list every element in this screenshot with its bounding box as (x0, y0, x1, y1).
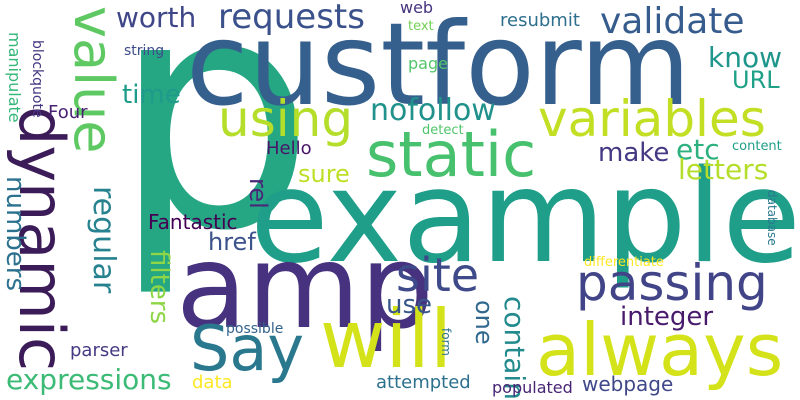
word-worth: worth (116, 1, 197, 34)
word-requests: requests (218, 0, 365, 37)
word-say: Say (190, 312, 305, 385)
word-data: data (192, 372, 233, 393)
word-passing: passing (576, 254, 768, 312)
word-make: make (598, 138, 670, 168)
word-page: page (408, 54, 448, 73)
word-numbers: numbers (0, 176, 30, 292)
word-variables: variables (538, 90, 766, 148)
word-web: web (400, 0, 434, 17)
word-webpage: webpage (582, 372, 674, 396)
word-dynamic: dynamic (5, 106, 78, 372)
word-integer: integer (620, 302, 714, 332)
word-expressions: expressions (6, 363, 172, 396)
word-blockquote: blockquote (29, 40, 45, 118)
word-time: time (122, 80, 181, 110)
word-database: database (765, 190, 779, 246)
word-possible: possible (226, 321, 284, 337)
word-parser: parser (70, 340, 128, 361)
word-filters: filters (144, 250, 174, 325)
word-nofollow: nofollow (370, 93, 496, 128)
word-url: URL (732, 66, 780, 94)
word-content: content (732, 139, 782, 154)
word-letters: letters (678, 153, 769, 186)
word-regular: regular (86, 186, 121, 294)
word-etc: etc (676, 133, 720, 166)
word-custform: custform (186, 0, 691, 131)
word-amp: amp (176, 220, 434, 355)
word-manipulate: manipulate (5, 32, 24, 123)
word-detect: detect (422, 123, 464, 138)
word-using: using (218, 90, 354, 148)
word-populated: populated (492, 378, 573, 397)
word-resubmit: resubmit (500, 10, 580, 31)
word-sure: sure (298, 160, 350, 188)
word-contain: contain (498, 296, 531, 400)
word-value: value (62, 6, 125, 154)
word-hello: Hello (266, 138, 312, 159)
word-example: example (250, 143, 800, 292)
word-always: always (536, 308, 784, 392)
word-differentiate: differentiate (584, 255, 664, 270)
word-rel: rel (244, 178, 272, 209)
word-validate: validate (600, 1, 745, 42)
word-p: p (112, 0, 316, 301)
word-use: use (386, 290, 433, 320)
word-string: string (124, 43, 165, 59)
word-static: static (366, 118, 537, 191)
word-one: one (470, 300, 498, 345)
word-text: text (408, 19, 434, 34)
word-will: will (320, 293, 453, 386)
word-fantastic: Fantastic (148, 210, 238, 234)
word-attempted: attempted (376, 372, 471, 393)
word-know: know (708, 41, 782, 74)
word-form: form (439, 328, 453, 356)
word-site: site (396, 248, 480, 302)
word-four: Four (48, 102, 88, 123)
word-href: href (208, 228, 256, 256)
